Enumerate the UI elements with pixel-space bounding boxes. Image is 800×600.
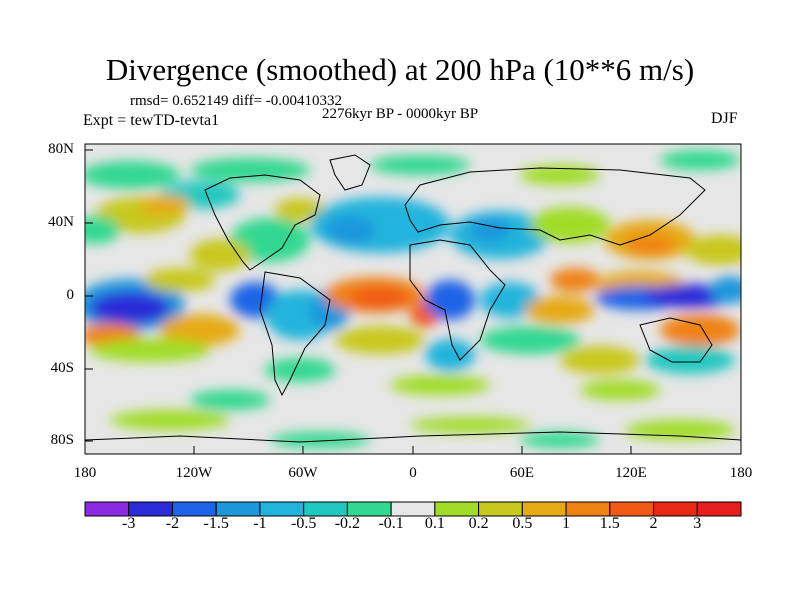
africa-coast xyxy=(409,239,506,361)
field-blob xyxy=(580,380,660,400)
lat-label-40s: 40S xyxy=(50,360,74,376)
field-blob xyxy=(190,390,270,410)
antarctica-coast xyxy=(85,431,741,443)
experiment-label: Expt = tewTD-tevta1 xyxy=(83,112,220,129)
colorbar-swatch xyxy=(128,501,173,517)
greenland-coast xyxy=(329,154,371,191)
colorbar-label: 3 xyxy=(693,515,702,532)
field-blob xyxy=(660,314,740,346)
season-label: DJF xyxy=(711,110,738,127)
colorbar-swatch xyxy=(84,501,130,517)
field-blob xyxy=(685,235,741,265)
lon-label-180e: 180 xyxy=(729,465,753,481)
field-blob xyxy=(370,155,470,175)
colorbar-label: -3 xyxy=(122,515,136,532)
colorbar-swatch xyxy=(303,501,348,517)
field-blob xyxy=(660,150,740,170)
field-shading xyxy=(85,144,741,454)
field-blob xyxy=(265,358,335,382)
colorbar-label: -0.5 xyxy=(290,515,317,532)
field-blob xyxy=(140,195,190,215)
field-blob xyxy=(230,218,310,262)
lon-label-120e: 120E xyxy=(615,465,647,481)
stats-subtitle: rmsd= 0.652149 diff= -0.00410332 xyxy=(130,93,343,109)
colorbar-swatch xyxy=(653,501,698,517)
colorbar-swatch xyxy=(478,501,523,517)
colorbar-label: 0.2 xyxy=(468,515,489,532)
lon-label-60e: 60E xyxy=(509,465,535,481)
north-america-coast xyxy=(204,174,321,271)
field-blob xyxy=(190,239,250,271)
south-america-coast xyxy=(259,271,331,397)
colorbar xyxy=(84,501,742,517)
axis-ticks xyxy=(85,149,632,454)
field-blob xyxy=(550,268,600,292)
colorbar-label: -1.5 xyxy=(203,515,229,532)
colorbar-swatch xyxy=(171,501,217,517)
field-blob xyxy=(520,432,600,448)
field-blob xyxy=(480,282,540,318)
colorbar-label: 2 xyxy=(649,515,658,532)
field-blob xyxy=(350,288,410,308)
colorbar-swatch xyxy=(696,501,742,517)
field-blob xyxy=(710,276,741,304)
lon-label-180w: 180 xyxy=(73,465,97,481)
eurasia-coast xyxy=(404,167,706,246)
lon-label-60w: 60W xyxy=(288,465,318,481)
field-blob xyxy=(645,346,735,374)
colorbar-swatch xyxy=(390,501,436,517)
field-blob xyxy=(270,432,370,448)
field-blob xyxy=(325,216,375,244)
field-blob xyxy=(525,296,595,324)
lon-label-120w: 120W xyxy=(175,465,213,481)
colorbar-swatch xyxy=(609,501,655,517)
plot-title: Divergence (smoothed) at 200 hPa (10**6 … xyxy=(105,52,695,87)
field-blob xyxy=(520,165,600,185)
colorbar-swatch xyxy=(259,501,305,517)
field-blob xyxy=(190,158,310,182)
colorbar-label: -2 xyxy=(165,515,180,532)
colorbar-label: 1 xyxy=(562,515,571,532)
colorbar-swatch xyxy=(215,501,261,517)
australia-coast xyxy=(639,317,713,363)
field-blob xyxy=(410,417,530,433)
colorbar-label: -0.2 xyxy=(334,515,361,532)
lat-label-40n: 40N xyxy=(48,214,74,230)
lat-label-80s: 80S xyxy=(50,432,74,448)
colorbar-label: -1 xyxy=(253,515,267,532)
colorbar-swatch xyxy=(565,501,611,517)
field-blob xyxy=(625,235,675,255)
field-blob xyxy=(560,346,640,374)
colorbar-label: 0.5 xyxy=(512,515,533,532)
coastlines xyxy=(85,154,741,443)
field-blob xyxy=(480,326,580,354)
field-blob xyxy=(335,326,425,354)
colorbar-swatch xyxy=(346,501,392,517)
field-blob xyxy=(470,218,510,242)
lat-label-80n: 80N xyxy=(48,141,74,157)
colorbar-label: 0.1 xyxy=(424,515,445,532)
field-blob xyxy=(145,268,215,292)
lat-label-0: 0 xyxy=(66,287,75,303)
colorbar-label: -0.1 xyxy=(378,515,404,532)
field-blob xyxy=(425,339,475,371)
field-blob xyxy=(625,420,735,440)
colorbar-swatch xyxy=(521,501,567,517)
field-blob xyxy=(425,280,475,320)
colorbar-swatch xyxy=(434,501,480,517)
lon-label-0: 0 xyxy=(409,465,417,481)
field-blob xyxy=(390,375,490,395)
field-blob xyxy=(90,338,210,362)
colorbar-label: 1.5 xyxy=(599,515,620,532)
field-blob xyxy=(85,216,120,244)
period-subtitle: 2276kyr BP - 0000kyr BP xyxy=(322,106,479,122)
field-blob xyxy=(160,314,240,346)
field-blob xyxy=(85,161,180,189)
field-blob xyxy=(90,292,170,324)
field-blob xyxy=(110,410,230,430)
field-blob xyxy=(530,207,610,243)
